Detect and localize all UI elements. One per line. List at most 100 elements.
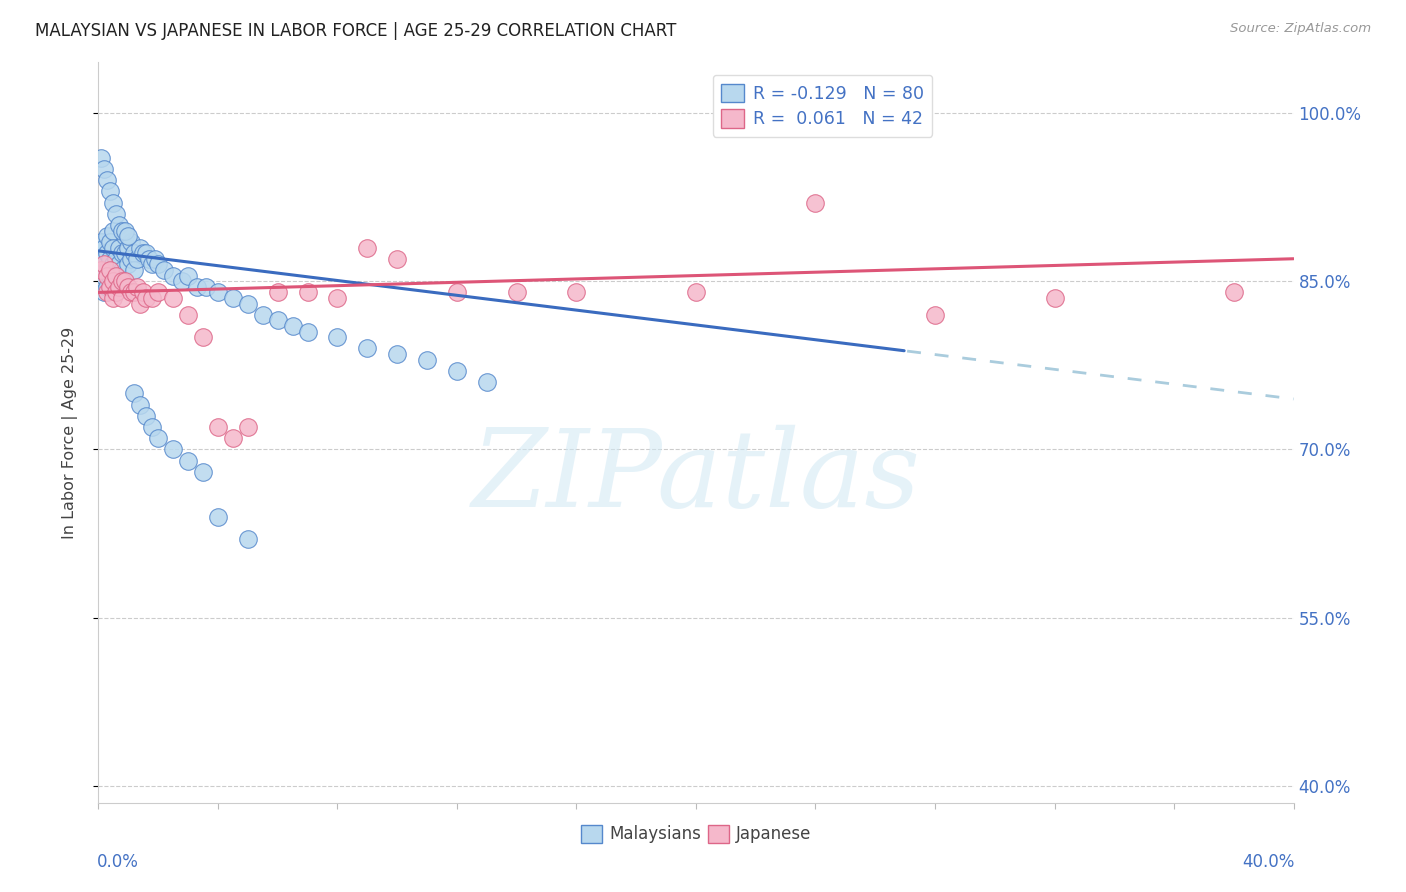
- Point: [108, 257, 131, 271]
- Point: [195, 280, 218, 294]
- Point: [924, 308, 946, 322]
- Point: [98, 252, 122, 266]
- Point: [93, 268, 115, 283]
- Text: Source: ZipAtlas.com: Source: ZipAtlas.com: [1230, 22, 1371, 36]
- Point: [385, 347, 409, 361]
- Point: [96, 229, 118, 244]
- Point: [281, 319, 304, 334]
- Point: [105, 285, 128, 300]
- Point: [506, 285, 529, 300]
- Point: [96, 263, 118, 277]
- Point: [172, 274, 194, 288]
- Point: [114, 229, 136, 244]
- Point: [162, 268, 184, 283]
- Point: [96, 173, 118, 187]
- Point: [111, 246, 134, 260]
- Point: [236, 532, 259, 546]
- Point: [191, 465, 214, 479]
- Point: [93, 252, 115, 266]
- Legend: Malaysians, Japanese: Malaysians, Japanese: [574, 818, 818, 850]
- Point: [162, 442, 184, 457]
- Point: [1223, 285, 1246, 300]
- Point: [297, 325, 319, 339]
- Point: [143, 252, 166, 266]
- Point: [141, 420, 163, 434]
- Point: [565, 285, 588, 300]
- Point: [177, 453, 200, 467]
- Point: [132, 246, 155, 260]
- Point: [177, 308, 200, 322]
- Point: [124, 285, 146, 300]
- Point: [111, 291, 134, 305]
- Point: [103, 224, 125, 238]
- Point: [90, 151, 112, 165]
- Point: [114, 224, 136, 238]
- Point: [103, 274, 125, 288]
- Point: [1043, 291, 1066, 305]
- Text: ZIPatlas: ZIPatlas: [471, 425, 921, 530]
- Point: [124, 246, 146, 260]
- Text: 40.0%: 40.0%: [1243, 853, 1295, 871]
- Point: [207, 420, 229, 434]
- Point: [141, 291, 163, 305]
- Point: [93, 257, 115, 271]
- Point: [98, 280, 122, 294]
- Point: [111, 263, 134, 277]
- Point: [148, 257, 170, 271]
- Point: [207, 285, 229, 300]
- Point: [356, 342, 378, 356]
- Text: MALAYSIAN VS JAPANESE IN LABOR FORCE | AGE 25-29 CORRELATION CHART: MALAYSIAN VS JAPANESE IN LABOR FORCE | A…: [35, 22, 676, 40]
- Point: [326, 330, 349, 344]
- Point: [129, 398, 152, 412]
- Point: [103, 257, 125, 271]
- Point: [105, 252, 128, 266]
- Point: [120, 235, 142, 249]
- Point: [267, 285, 290, 300]
- Point: [685, 285, 707, 300]
- Point: [114, 246, 136, 260]
- Point: [105, 268, 128, 283]
- Point: [135, 409, 157, 423]
- Point: [98, 235, 122, 249]
- Point: [103, 291, 125, 305]
- Point: [135, 246, 157, 260]
- Point: [114, 274, 136, 288]
- Point: [96, 246, 118, 260]
- Point: [120, 285, 142, 300]
- Point: [96, 285, 118, 300]
- Point: [96, 268, 118, 283]
- Point: [177, 268, 200, 283]
- Point: [132, 285, 155, 300]
- Point: [127, 280, 149, 294]
- Point: [475, 375, 498, 389]
- Point: [117, 240, 139, 254]
- Point: [804, 195, 827, 210]
- Point: [297, 285, 319, 300]
- Point: [267, 313, 290, 327]
- Point: [111, 224, 134, 238]
- Point: [98, 263, 122, 277]
- Point: [90, 235, 112, 249]
- Point: [96, 280, 118, 294]
- Point: [124, 263, 146, 277]
- Point: [105, 268, 128, 283]
- Point: [90, 263, 112, 277]
- Point: [326, 291, 349, 305]
- Point: [222, 291, 245, 305]
- Point: [103, 240, 125, 254]
- Text: 0.0%: 0.0%: [97, 853, 139, 871]
- Point: [117, 229, 139, 244]
- Point: [135, 291, 157, 305]
- Point: [191, 330, 214, 344]
- Point: [162, 291, 184, 305]
- Point: [148, 285, 170, 300]
- Point: [90, 263, 112, 277]
- Point: [111, 274, 134, 288]
- Point: [93, 161, 115, 176]
- Point: [222, 431, 245, 445]
- Point: [153, 263, 176, 277]
- Point: [117, 280, 139, 294]
- Point: [117, 257, 139, 271]
- Point: [186, 280, 208, 294]
- Point: [236, 420, 259, 434]
